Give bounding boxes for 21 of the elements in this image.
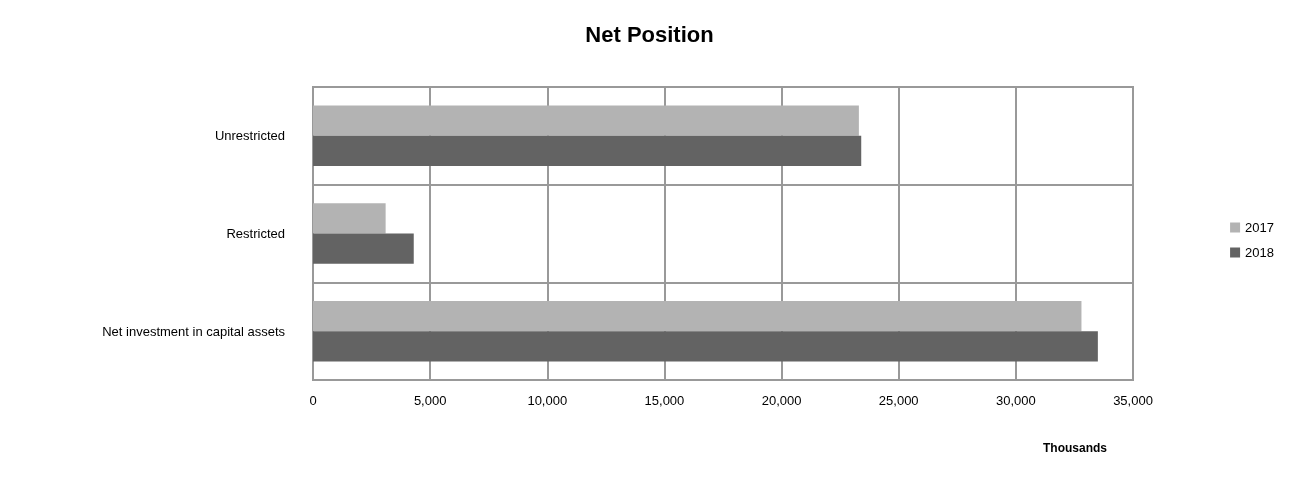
x-tick-label: 5,000 <box>413 393 447 408</box>
x-tick-label: 10,000 <box>527 393 568 408</box>
x-tick-label: 25,000 <box>878 393 919 408</box>
x-tick-label: 15,000 <box>644 393 685 408</box>
legend-label: 2017 <box>1245 220 1274 235</box>
bar <box>313 300 1082 332</box>
x-tick-label: 35,000 <box>1113 393 1153 408</box>
x-tick-label: 0 <box>309 393 317 408</box>
bar <box>313 233 414 264</box>
chart-title: Net Position <box>585 21 714 47</box>
bar <box>313 203 386 234</box>
bar <box>313 135 862 167</box>
y-tick-label: Unrestricted <box>214 128 285 144</box>
legend-label: 2018 <box>1245 245 1274 260</box>
x-tick-label: 30,000 <box>995 393 1036 408</box>
x-tick-label: 20,000 <box>761 393 802 408</box>
y-tick-label: Restricted <box>226 226 285 241</box>
bar <box>313 331 1098 362</box>
bar <box>313 105 859 136</box>
x-axis-title: Thousands <box>1043 441 1108 455</box>
y-tick-label: Net investment in capital assets <box>102 323 286 339</box>
